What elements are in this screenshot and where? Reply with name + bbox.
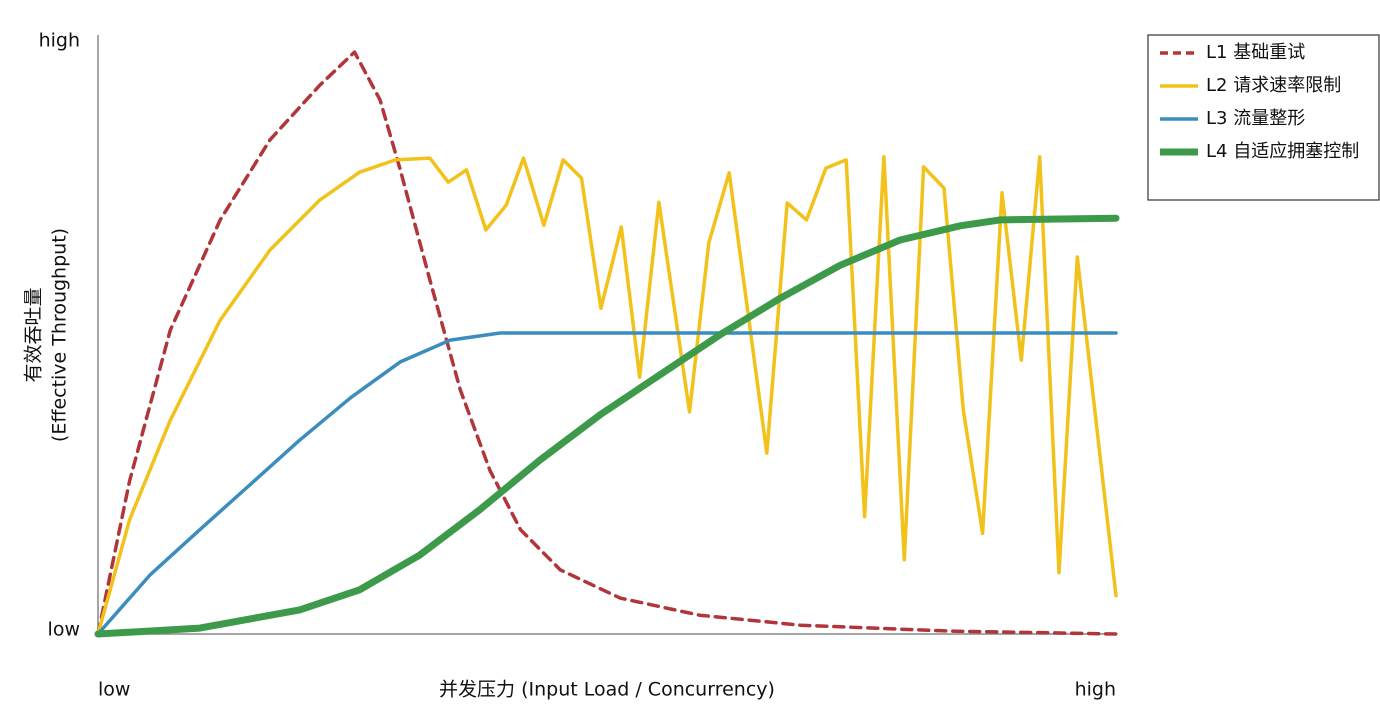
legend-label: L2 请求速率限制 bbox=[1206, 75, 1341, 96]
y-tick-label: high bbox=[39, 30, 80, 52]
legend-label: L3 流量整形 bbox=[1206, 108, 1305, 129]
x-tick-label: low bbox=[98, 679, 130, 701]
legend-label: L1 基础重试 bbox=[1206, 42, 1305, 63]
series-line bbox=[96, 155, 1118, 636]
y-axis-label-group: 有效吞吐量 (Effective Throughput) bbox=[23, 228, 71, 442]
x-tick-label: high bbox=[1075, 679, 1116, 701]
series-line bbox=[94, 214, 1120, 638]
legend: L1 基础重试 L2 请求速率限制 L3 流量整形 L4 自适应拥塞控制 bbox=[1147, 34, 1380, 201]
x-axis-label: 并发压力 (Input Load / Concurrency) bbox=[439, 679, 775, 701]
y-axis-label: (Effective Throughput) bbox=[49, 228, 71, 442]
series-line bbox=[96, 331, 1118, 636]
y-axis-label: 有效吞吐量 bbox=[23, 287, 45, 382]
y-tick-label: low bbox=[48, 619, 80, 641]
series-line bbox=[96, 50, 1118, 636]
legend-label: L4 自适应拥塞控制 bbox=[1206, 141, 1359, 162]
